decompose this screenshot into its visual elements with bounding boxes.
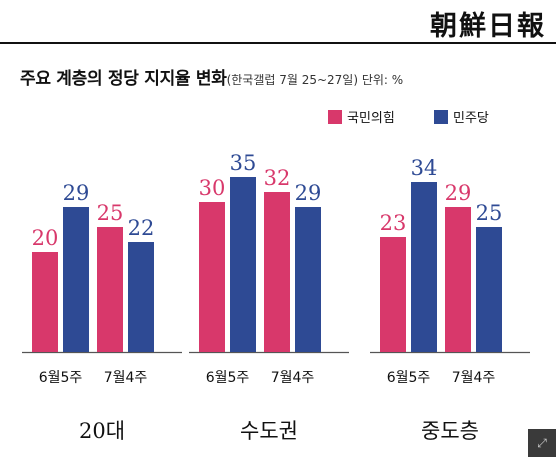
bar-value-label: 23 [380, 211, 407, 235]
period-label: 6월5주 [387, 370, 431, 386]
bar-value-label: 29 [63, 181, 90, 205]
bar-value-label: 20 [32, 226, 59, 250]
bar-dp [476, 227, 502, 352]
bar-ppp [445, 207, 471, 352]
legend-label-ppp: 국민의힘 [347, 111, 395, 126]
bar-ppp [199, 202, 225, 352]
bar-value-label: 25 [476, 201, 503, 225]
newspaper-logo: 朝鮮日報 [430, 11, 546, 42]
bar-value-label: 25 [97, 201, 124, 225]
bar-ppp [264, 192, 290, 352]
bar-dp [295, 207, 321, 352]
bar-value-label: 29 [295, 181, 322, 205]
bar-value-label: 29 [445, 181, 472, 205]
bar-value-label: 35 [230, 151, 257, 175]
period-label: 7월4주 [271, 370, 315, 386]
chart-title: 주요 계층의 정당 지지율 변화(한국갤럽 7월 25~27일) 단위: % [20, 64, 403, 89]
period-label: 7월4주 [104, 370, 148, 386]
legend-item-ppp: 국민의힘 [328, 107, 395, 126]
chart-title-main: 주요 계층의 정당 지지율 변화 [20, 69, 227, 89]
period-label: 6월5주 [39, 370, 83, 386]
masthead: 朝鮮日報 [0, 0, 556, 44]
expand-icon: ⤢ [537, 436, 547, 450]
chart-title-source: (한국갤럽 7월 25~27일) 단위: % [226, 73, 404, 87]
bar-value-label: 32 [264, 166, 291, 190]
group-label: 수도권 [240, 419, 298, 443]
top-rule [0, 42, 556, 44]
group-label: 20대 [79, 419, 125, 443]
period-label: 6월5주 [206, 370, 250, 386]
bar-ppp [97, 227, 123, 352]
group-label: 중도층 [421, 419, 479, 443]
bar-dp [411, 182, 437, 352]
bar-dp [128, 242, 154, 352]
legend-label-dp: 민주당 [453, 111, 489, 126]
legend-swatch-ppp [328, 110, 342, 124]
expand-button[interactable]: ⤢ [528, 429, 556, 457]
bar-dp [230, 177, 256, 352]
bar-value-label: 34 [411, 156, 438, 180]
bar-dp [63, 207, 89, 352]
bar-ppp [32, 252, 58, 352]
legend-swatch-dp [434, 110, 448, 124]
bar-value-label: 22 [128, 216, 155, 240]
period-label: 7월4주 [452, 370, 496, 386]
legend-item-dp: 민주당 [434, 107, 489, 126]
bar-ppp [380, 237, 406, 352]
bar-value-label: 30 [199, 176, 226, 200]
